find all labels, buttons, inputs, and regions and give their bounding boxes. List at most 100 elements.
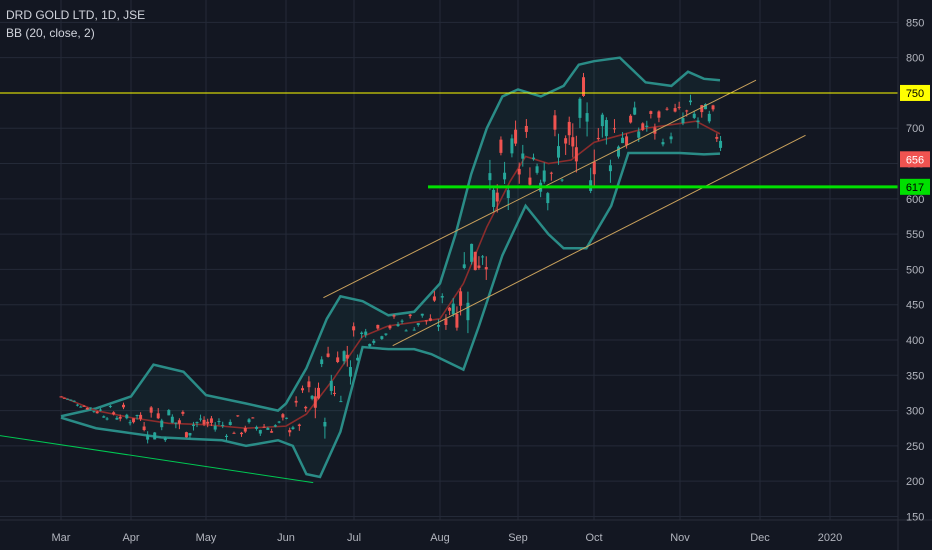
candle-body — [484, 267, 488, 270]
candle-body — [470, 243, 474, 262]
candle-body — [549, 172, 553, 174]
candle-body — [163, 437, 167, 441]
candle-body — [217, 421, 221, 423]
bb-fill — [61, 57, 720, 477]
x-tick-label: Dec — [750, 532, 770, 544]
candle-body — [251, 417, 255, 419]
candle-body — [380, 336, 384, 339]
x-tick-label: Jul — [347, 532, 361, 544]
candle-body — [170, 416, 174, 423]
candle-body — [506, 190, 510, 199]
candle-body — [585, 113, 589, 122]
candle-body — [160, 420, 164, 428]
candle-body — [188, 433, 192, 436]
candle-body — [323, 421, 327, 427]
candle-body — [388, 326, 392, 329]
candle-body — [700, 105, 704, 113]
candle-body — [416, 323, 420, 326]
candle-body — [637, 131, 641, 138]
candle-body — [297, 424, 301, 426]
candle-body — [661, 142, 665, 145]
y-tick-label: 500 — [906, 264, 924, 276]
candle-body — [240, 432, 244, 435]
candle-body — [420, 313, 424, 316]
candle-body — [184, 432, 188, 438]
candle-body — [719, 140, 723, 148]
candle-body — [339, 401, 343, 403]
x-tick-label: Aug — [430, 532, 450, 544]
y-tick-label: 850 — [906, 17, 924, 29]
price-label-box — [900, 178, 930, 195]
candle-body — [604, 120, 608, 137]
candle-body — [707, 113, 711, 122]
y-tick-label: 150 — [906, 511, 924, 523]
candle-body — [384, 333, 388, 335]
y-tick-label: 200 — [906, 476, 924, 488]
y-tick-label: 250 — [906, 441, 924, 453]
candle-body — [348, 367, 352, 377]
candle-body — [688, 100, 692, 103]
price-label-text: 750 — [906, 88, 924, 100]
candle-body — [59, 396, 63, 398]
x-tick-label: Nov — [670, 532, 690, 544]
y-tick-label: 700 — [906, 123, 924, 135]
candle-body — [641, 123, 645, 130]
candle-body — [307, 381, 311, 388]
candle-body — [262, 426, 266, 428]
chart-legend: DRD GOLD LTD, 1D, JSE BB (20, close, 2) — [6, 6, 145, 42]
candle-body — [206, 421, 210, 424]
y-tick-label: 800 — [906, 53, 924, 65]
candle-body — [258, 429, 262, 434]
price-label-box — [900, 84, 930, 101]
candle-body — [535, 166, 539, 173]
candle-body — [224, 435, 228, 438]
candle-body — [517, 168, 521, 175]
candle-body — [692, 113, 696, 118]
y-tick-label: 300 — [906, 406, 924, 418]
candle-body — [564, 138, 568, 144]
candle-body — [132, 418, 136, 423]
candle-body — [277, 421, 281, 423]
y-tick-label: 350 — [906, 370, 924, 382]
trendline — [392, 134, 806, 347]
chart-title: DRD GOLD LTD, 1D, JSE — [6, 8, 146, 22]
candle-body — [255, 426, 259, 429]
candle-body — [95, 411, 99, 414]
candle-body — [455, 313, 459, 328]
candle-body — [236, 415, 240, 417]
candle-body — [625, 136, 629, 146]
candle-body — [115, 417, 119, 420]
candle-body — [213, 425, 217, 430]
candle-body — [404, 330, 408, 332]
candle-body — [392, 315, 396, 317]
indicator-label: BB (20, close, 2) — [6, 26, 95, 40]
candle-body — [546, 193, 550, 204]
candle-body — [288, 430, 292, 433]
candle-body — [352, 326, 356, 331]
candle-body — [440, 296, 444, 298]
candle-body — [629, 115, 633, 123]
candle-body — [209, 418, 213, 423]
candle-body — [492, 189, 496, 207]
candle-body — [360, 332, 364, 335]
candle-body — [356, 357, 360, 361]
candle-body — [372, 340, 376, 343]
candle-body — [125, 414, 129, 419]
candle-body — [142, 426, 146, 431]
candle-body — [621, 137, 625, 144]
candle-body — [521, 153, 525, 159]
x-tick-label: Mar — [52, 532, 71, 544]
candle-body — [174, 422, 178, 424]
candle-body — [199, 418, 203, 420]
candle-body — [139, 414, 143, 419]
candle-body — [424, 320, 428, 322]
candle-body — [128, 422, 132, 424]
candle-body — [528, 177, 532, 185]
candle-body — [617, 146, 621, 157]
candle-body — [332, 392, 336, 394]
candle-body — [291, 427, 295, 430]
candle-body — [571, 137, 575, 147]
candle-body — [612, 128, 616, 130]
candle-body — [85, 407, 89, 410]
